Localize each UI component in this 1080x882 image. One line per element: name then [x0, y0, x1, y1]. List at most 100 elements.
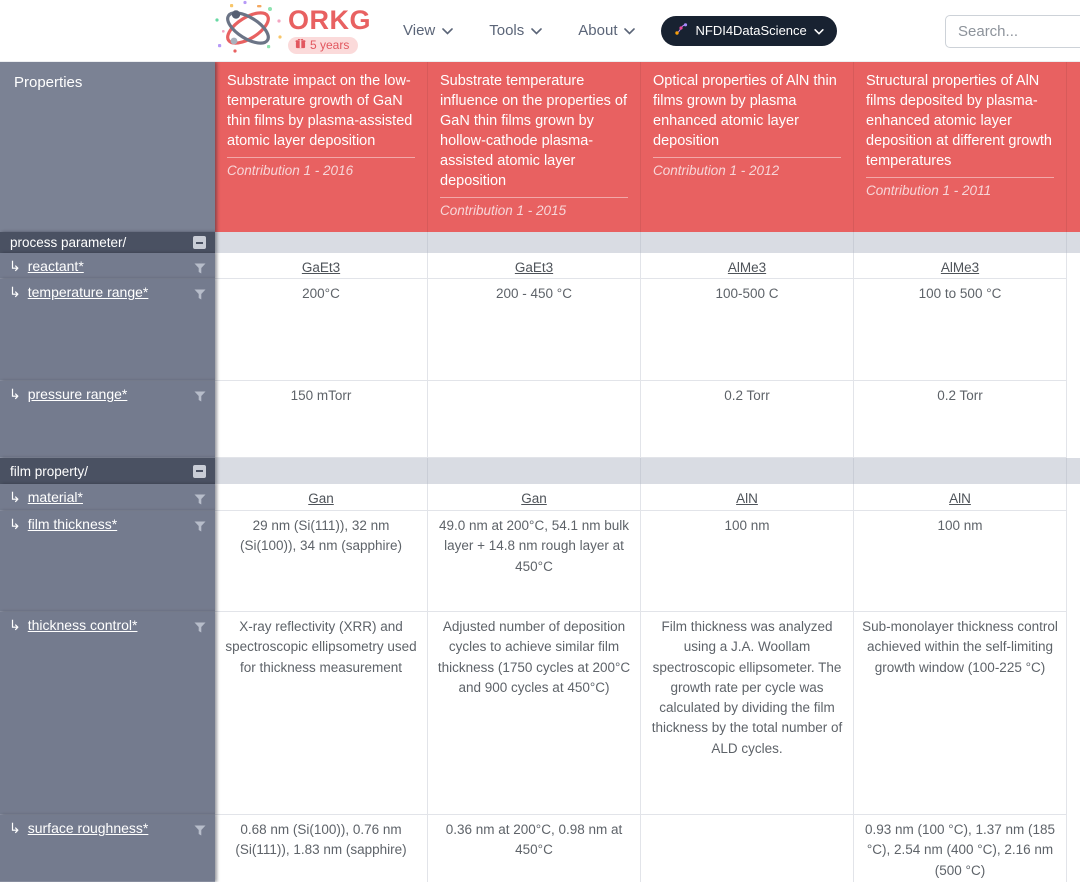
value-cell: Sub-monolayer thickness control achieved…	[854, 612, 1067, 815]
section-header-process-parameter: process parameter/	[0, 232, 215, 253]
menu-tools[interactable]: Tools	[489, 22, 543, 39]
value-cell: Adjusted number of deposition cycles to …	[428, 612, 641, 815]
resource-link[interactable]: Gan	[521, 491, 547, 506]
menu-view-label: View	[403, 22, 436, 39]
collapse-section-button[interactable]	[193, 236, 206, 249]
contribution-link[interactable]: Contribution 1 - 2012	[653, 163, 780, 178]
property-row-reactant: ↳ reactant* GaEt3 GaEt3 AlMe3 AlMe3	[0, 253, 1080, 279]
value-text: 0.68 nm (Si(100)), 0.76 nm (Si(111)), 1.…	[235, 822, 407, 858]
value-cell	[641, 815, 854, 882]
filter-icon[interactable]	[194, 261, 206, 279]
property-cell-temperature-range: ↳ temperature range*	[0, 279, 215, 381]
value-cell: 0.2 Torr	[641, 381, 854, 458]
value-cell: 100 nm	[641, 511, 854, 612]
property-row-thickness-control: ↳ thickness control* X-ray reflectivity …	[0, 612, 1080, 815]
value-cell: AlMe3	[641, 253, 854, 279]
property-cell-reactant: ↳ reactant*	[0, 253, 215, 279]
main-nav: View Tools About	[403, 22, 636, 39]
property-link-surface-roughness[interactable]: surface roughness*	[27, 820, 149, 836]
property-cell-surface-roughness: ↳ surface roughness*	[0, 815, 215, 882]
chevron-down-icon	[814, 23, 824, 38]
column-header-2: Substrate temperature influence on the p…	[428, 62, 641, 232]
menu-tools-label: Tools	[489, 22, 525, 39]
anniversary-badge-label: 5 years	[310, 38, 350, 52]
property-row-temperature-range: ↳ temperature range* 200°C 200 - 450 °C …	[0, 279, 1080, 381]
property-cell-material: ↳ material*	[0, 484, 215, 511]
property-link-pressure-range[interactable]: pressure range*	[27, 386, 128, 402]
contribution-link[interactable]: Contribution 1 - 2011	[866, 183, 992, 198]
chevron-down-icon	[624, 22, 636, 39]
partial-column	[1067, 62, 1080, 232]
resource-link[interactable]: GaEt3	[301, 260, 341, 275]
resource-link[interactable]: AlN	[736, 491, 758, 506]
value-cell: 0.2 Torr	[854, 381, 1067, 458]
value-cell	[428, 381, 641, 458]
table-header-row: Properties Substrate impact on the low-t…	[0, 62, 1080, 232]
collapse-section-button[interactable]	[193, 464, 206, 478]
resource-link[interactable]: GaEt3	[514, 260, 554, 275]
property-link-thickness-control[interactable]: thickness control*	[27, 617, 138, 633]
value-text: 0.2 Torr	[937, 388, 983, 403]
branch-arrow-icon: ↳	[9, 386, 21, 402]
menu-about[interactable]: About	[578, 22, 636, 39]
contribution-link[interactable]: Contribution 1 - 2015	[440, 203, 567, 218]
column-header-1: Substrate impact on the low-temperature …	[215, 62, 428, 232]
property-link-reactant[interactable]: reactant*	[27, 258, 84, 274]
filter-icon[interactable]	[194, 287, 206, 305]
paper-title-link[interactable]: Optical properties of AlN thin films gro…	[653, 71, 841, 158]
property-row-film-thickness: ↳ film thickness* 29 nm (Si(111)), 32 nm…	[0, 511, 1080, 612]
properties-header-cell: Properties	[0, 62, 215, 232]
value-text: 150 mTorr	[290, 388, 352, 403]
value-cell: Gan	[215, 484, 428, 511]
filter-icon[interactable]	[194, 389, 206, 407]
value-text: 0.36 nm at 200°C, 0.98 nm at 450°C	[445, 822, 623, 858]
paper-title-link[interactable]: Structural properties of AlN films depos…	[866, 71, 1054, 178]
menu-view[interactable]: View	[403, 22, 454, 39]
comparison-table: Properties Substrate impact on the low-t…	[0, 62, 1080, 882]
contribution-link[interactable]: Contribution 1 - 2016	[227, 163, 354, 178]
chevron-down-icon	[531, 22, 543, 39]
value-cell: 0.68 nm (Si(100)), 0.76 nm (Si(111)), 1.…	[215, 815, 428, 882]
value-text: 100 nm	[937, 518, 983, 533]
property-row-surface-roughness: ↳ surface roughness* 0.68 nm (Si(100)), …	[0, 815, 1080, 882]
paper-title-link[interactable]: Substrate temperature influence on the p…	[440, 71, 628, 198]
value-text: 100 nm	[724, 518, 770, 533]
filter-icon[interactable]	[194, 823, 206, 841]
property-row-material: ↳ material* Gan Gan AlN AlN	[0, 484, 1080, 511]
value-text: Adjusted number of deposition cycles to …	[437, 619, 631, 695]
resource-link[interactable]: AlMe3	[727, 260, 767, 275]
filter-icon[interactable]	[194, 519, 206, 537]
chevron-down-icon	[442, 22, 454, 39]
value-text: 0.2 Torr	[724, 388, 770, 403]
orkg-logo[interactable]: ORKG 5 years	[210, 0, 371, 61]
resource-link[interactable]: Gan	[308, 491, 334, 506]
paper-title-link[interactable]: Substrate impact on the low-temperature …	[227, 71, 415, 158]
value-text: 100-500 C	[715, 286, 779, 301]
nfdi-menu-button[interactable]: NFDI4DataScience	[661, 15, 837, 46]
value-text: Film thickness was analyzed using a J.A.…	[651, 619, 843, 756]
value-cell: Film thickness was analyzed using a J.A.…	[641, 612, 854, 815]
property-link-temperature-range[interactable]: temperature range*	[27, 284, 149, 300]
value-cell: AlN	[641, 484, 854, 511]
branch-arrow-icon: ↳	[9, 617, 21, 633]
value-cell: Gan	[428, 484, 641, 511]
gift-icon	[295, 38, 306, 52]
resource-link[interactable]: AlN	[949, 491, 971, 506]
value-cell: 100 nm	[854, 511, 1067, 612]
value-cell: 49.0 nm at 200°C, 54.1 nm bulk layer + 1…	[428, 511, 641, 612]
property-cell-thickness-control: ↳ thickness control*	[0, 612, 215, 815]
filter-icon[interactable]	[194, 492, 206, 510]
property-link-material[interactable]: material*	[27, 489, 83, 505]
orkg-atom-icon	[210, 0, 286, 61]
property-cell-film-thickness: ↳ film thickness*	[0, 511, 215, 612]
search-input[interactable]	[945, 15, 1080, 48]
value-cell: 100 to 500 °C	[854, 279, 1067, 381]
filter-icon[interactable]	[194, 620, 206, 638]
menu-about-label: About	[578, 22, 618, 39]
property-link-film-thickness[interactable]: film thickness*	[27, 516, 118, 532]
column-header-3: Optical properties of AlN thin films gro…	[641, 62, 854, 232]
value-cell: AlN	[854, 484, 1067, 511]
value-text: 0.93 nm (100 °C), 1.37 nm (185 °C), 2.54…	[865, 822, 1055, 878]
branch-arrow-icon: ↳	[9, 284, 21, 300]
resource-link[interactable]: AlMe3	[940, 260, 980, 275]
